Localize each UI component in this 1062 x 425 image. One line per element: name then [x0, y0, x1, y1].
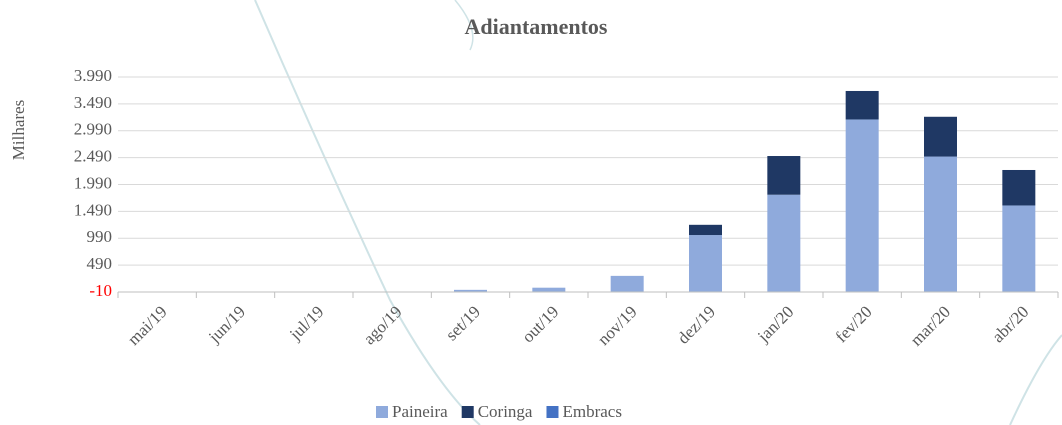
x-tick-label: jun/19	[204, 302, 249, 347]
bar-segment	[532, 287, 566, 292]
x-tick-label: dez/19	[674, 302, 719, 347]
legend-swatch	[546, 406, 559, 418]
x-tick-label: mai/19	[124, 302, 171, 349]
bar-segment	[767, 156, 801, 195]
y-tick-label: 990	[87, 227, 113, 246]
y-axis-label: Milhares	[9, 100, 28, 160]
y-tick-label: 3.990	[74, 66, 112, 85]
x-tick-label: abr/20	[988, 302, 1032, 346]
legend-swatch	[376, 406, 388, 418]
legend-swatch	[461, 406, 474, 418]
decor-curve	[254, 0, 481, 425]
bar-segment	[610, 275, 644, 292]
x-tick-label: jul/19	[285, 302, 327, 344]
x-tick-label: fev/20	[832, 302, 876, 346]
bar-segment	[1002, 205, 1036, 292]
x-tick-label: jan/20	[753, 302, 797, 346]
y-tick-label: 2.990	[74, 120, 112, 139]
y-tick-label: 1.990	[74, 173, 112, 192]
y-tick-label: 3.490	[74, 93, 112, 112]
y-tick-label: 490	[87, 254, 113, 273]
bar-segment	[689, 235, 722, 292]
decor-curve	[454, 0, 474, 51]
bar-segment	[924, 156, 957, 292]
x-tick-label: nov/19	[594, 302, 641, 349]
y-tick-label: 2.490	[74, 147, 112, 166]
x-tick-label: mar/20	[907, 302, 954, 349]
bar-segment	[1002, 169, 1036, 206]
legend-label: Embracs	[562, 402, 621, 421]
x-tick-label: ago/19	[360, 302, 406, 348]
decor-curve	[1009, 334, 1062, 425]
y-tick-label: 1.490	[74, 200, 112, 219]
y-tick-label: -10	[89, 281, 112, 300]
legend-label: Paineira	[392, 402, 448, 421]
legend-label: Coringa	[478, 402, 533, 421]
bar-segment	[924, 116, 957, 157]
x-tick-label: out/19	[518, 302, 562, 346]
bar-segment	[454, 289, 487, 292]
bar-segment	[845, 90, 879, 120]
bar-segment	[767, 194, 801, 292]
x-tick-label: set/19	[442, 302, 484, 344]
bar-segment	[845, 119, 879, 292]
chart-title: Adiantamentos	[464, 14, 607, 39]
bar-segment	[689, 224, 722, 236]
